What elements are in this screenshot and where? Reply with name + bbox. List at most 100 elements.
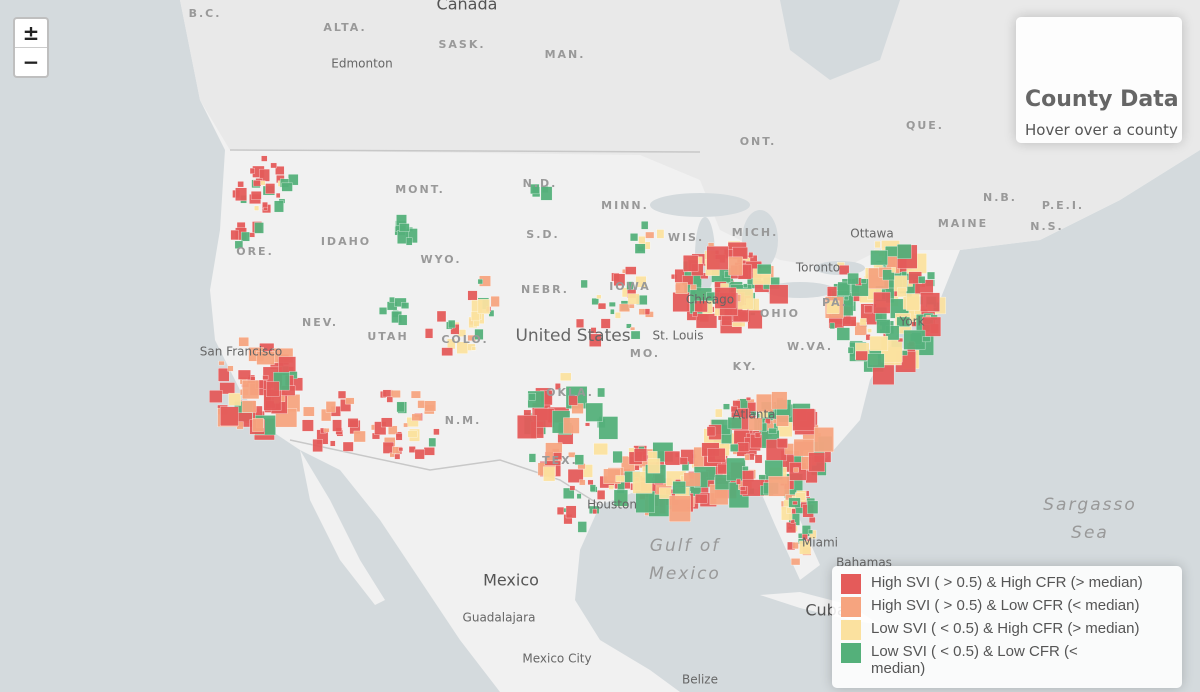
county[interactable] — [388, 425, 398, 435]
county[interactable] — [864, 305, 873, 314]
county[interactable] — [256, 351, 275, 365]
county[interactable] — [275, 192, 281, 198]
county[interactable] — [641, 221, 649, 230]
county[interactable] — [560, 372, 572, 381]
county[interactable] — [859, 318, 867, 326]
county[interactable] — [591, 298, 599, 305]
county[interactable] — [381, 417, 393, 428]
county[interactable] — [694, 493, 708, 504]
county[interactable] — [408, 446, 416, 453]
county[interactable] — [237, 369, 251, 380]
county[interactable] — [436, 310, 447, 322]
county[interactable] — [768, 476, 790, 497]
county[interactable] — [792, 542, 799, 550]
county[interactable] — [694, 300, 708, 313]
county[interactable] — [528, 393, 536, 401]
county[interactable] — [901, 271, 907, 276]
county[interactable] — [855, 350, 868, 361]
county[interactable] — [589, 333, 602, 347]
county[interactable] — [805, 470, 818, 484]
county[interactable] — [533, 408, 555, 428]
county[interactable] — [209, 390, 223, 403]
county[interactable] — [758, 474, 767, 480]
county[interactable] — [579, 479, 586, 486]
county[interactable] — [227, 365, 234, 372]
zoom-in[interactable]: ± — [22, 21, 40, 45]
county[interactable] — [490, 296, 500, 307]
county[interactable] — [253, 180, 262, 187]
county[interactable] — [589, 484, 596, 492]
county[interactable] — [337, 390, 347, 399]
county[interactable] — [553, 452, 562, 460]
county[interactable] — [865, 334, 871, 341]
county[interactable] — [325, 401, 336, 413]
county[interactable] — [707, 448, 726, 463]
county[interactable] — [867, 328, 872, 333]
county[interactable] — [672, 481, 686, 495]
county[interactable] — [748, 252, 754, 259]
county[interactable] — [563, 487, 575, 499]
county[interactable] — [771, 391, 788, 410]
county[interactable] — [477, 278, 483, 285]
county[interactable] — [218, 360, 225, 366]
county[interactable] — [619, 303, 630, 312]
county[interactable] — [633, 448, 648, 462]
county[interactable] — [312, 439, 323, 452]
county[interactable] — [836, 327, 850, 341]
county[interactable] — [754, 454, 763, 464]
county[interactable] — [219, 382, 235, 395]
county[interactable] — [717, 463, 727, 475]
county[interactable] — [396, 401, 405, 413]
county[interactable] — [608, 301, 616, 307]
county[interactable] — [577, 521, 587, 533]
county[interactable] — [270, 162, 277, 169]
county[interactable] — [808, 452, 826, 472]
county[interactable] — [714, 287, 737, 309]
county[interactable] — [342, 441, 354, 452]
county[interactable] — [330, 440, 336, 447]
county[interactable] — [744, 454, 750, 461]
county[interactable] — [807, 500, 819, 514]
county[interactable] — [585, 422, 590, 427]
county[interactable] — [876, 319, 891, 334]
county[interactable] — [405, 237, 413, 246]
county[interactable] — [905, 293, 920, 311]
county[interactable] — [683, 255, 699, 272]
county[interactable] — [398, 447, 404, 452]
county[interactable] — [230, 229, 239, 241]
county[interactable] — [242, 380, 260, 400]
county[interactable] — [399, 223, 410, 232]
county[interactable] — [664, 450, 681, 466]
county[interactable] — [837, 281, 851, 296]
county[interactable] — [428, 437, 437, 447]
county[interactable] — [921, 316, 942, 337]
county[interactable] — [477, 299, 490, 314]
county[interactable] — [448, 319, 456, 329]
county[interactable] — [555, 383, 561, 390]
county[interactable] — [776, 415, 789, 427]
county[interactable] — [411, 413, 422, 421]
county[interactable] — [826, 300, 840, 314]
county[interactable] — [896, 316, 910, 327]
county[interactable] — [786, 522, 797, 534]
county[interactable] — [727, 417, 742, 430]
county[interactable] — [569, 485, 576, 491]
county[interactable] — [715, 408, 723, 418]
county[interactable] — [234, 240, 244, 249]
county[interactable] — [827, 286, 838, 297]
county[interactable] — [598, 416, 619, 440]
county[interactable] — [683, 472, 701, 487]
county[interactable] — [656, 229, 665, 239]
county[interactable] — [407, 430, 418, 438]
county[interactable] — [610, 309, 615, 315]
county[interactable] — [263, 206, 268, 211]
county[interactable] — [353, 430, 366, 443]
county[interactable] — [690, 284, 697, 291]
county[interactable] — [323, 428, 330, 433]
county[interactable] — [882, 269, 895, 281]
county[interactable] — [870, 250, 888, 266]
county[interactable] — [530, 183, 540, 195]
county[interactable] — [474, 328, 484, 340]
county[interactable] — [675, 282, 688, 294]
